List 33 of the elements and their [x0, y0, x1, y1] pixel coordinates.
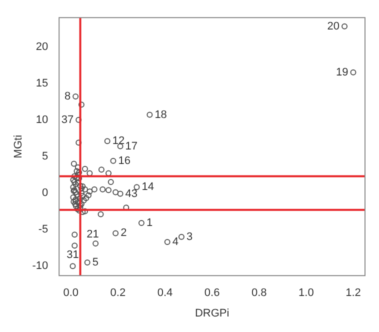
- annotation: 8: [64, 90, 71, 103]
- x-tick-label: 0.0: [63, 287, 79, 300]
- y-tick-label: 20: [36, 40, 48, 53]
- x-tick-label: 0.2: [110, 287, 126, 300]
- y-tick-label: 5: [42, 150, 48, 162]
- annotation: 43: [125, 188, 138, 200]
- annotation: 21: [86, 228, 99, 241]
- annotation: 37: [61, 114, 74, 126]
- annotation: 1: [146, 217, 153, 230]
- x-tick-label: 0.6: [204, 287, 220, 300]
- annotation: 31: [66, 249, 79, 262]
- y-tick-label: -10: [32, 260, 48, 272]
- annotation: 20: [327, 20, 340, 32]
- x-tick-label: 0.8: [251, 287, 267, 300]
- y-tick-label: -5: [38, 224, 48, 236]
- annotation: 17: [125, 140, 138, 152]
- y-axis-title: MGti: [12, 134, 25, 158]
- x-tick-label: 1.2: [346, 287, 361, 300]
- annotation: 19: [336, 66, 348, 78]
- x-tick-label: 1.0: [298, 287, 314, 300]
- annotation: 2: [120, 227, 127, 240]
- annotation: 5: [92, 256, 98, 268]
- x-axis-title: DRGPi: [194, 307, 230, 320]
- y-tick-label: 0: [42, 187, 48, 200]
- y-tick-label: 10: [36, 114, 48, 126]
- annotation: 14: [142, 181, 154, 194]
- y-tick-label: 15: [36, 77, 48, 90]
- annotation: 16: [118, 154, 130, 167]
- annotation: 4: [172, 236, 178, 248]
- x-tick-label: 0.4: [157, 287, 173, 300]
- annotation: 18: [154, 108, 167, 121]
- annotation: 3: [186, 230, 193, 243]
- annotation: 12: [112, 135, 125, 148]
